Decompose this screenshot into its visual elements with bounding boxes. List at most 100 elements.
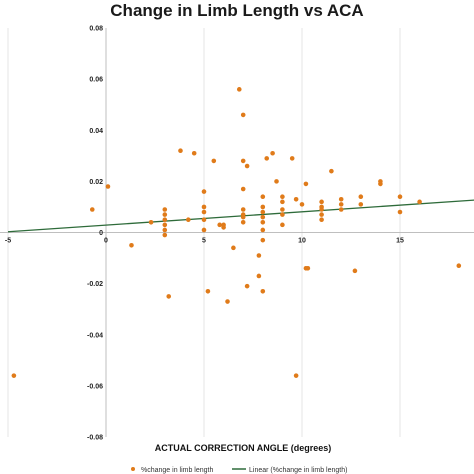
- data-point: [456, 263, 462, 269]
- data-point: [280, 199, 285, 205]
- trendline-group: [7, 199, 474, 233]
- data-point: [303, 265, 309, 271]
- data-point: [201, 227, 207, 233]
- data-point: [148, 219, 154, 225]
- data-point: [240, 207, 246, 212]
- y-tick-label: 0.04: [89, 128, 103, 135]
- data-point: [236, 87, 242, 92]
- legend-label-trendline: Linear (%change in limb length): [249, 467, 347, 474]
- data-point: [280, 222, 285, 228]
- data-point: [178, 148, 183, 153]
- data-point: [378, 181, 383, 187]
- data-point: [162, 227, 168, 233]
- data-point: [240, 219, 246, 225]
- data-point: [280, 194, 285, 200]
- data-point: [329, 168, 334, 174]
- data-point: [166, 294, 172, 299]
- data-point: [260, 227, 266, 233]
- data-point: [217, 222, 222, 228]
- data-point: [319, 212, 324, 217]
- data-point: [244, 163, 250, 169]
- x-axis-label: ACTUAL CORRECTION ANGLE (degrees): [155, 443, 332, 453]
- y-tick-label: -0.04: [87, 332, 103, 339]
- y-tick-label: -0.06: [87, 383, 103, 390]
- y-tick-label: 0.06: [89, 77, 103, 84]
- data-point: [240, 186, 246, 192]
- data-point: [289, 156, 295, 161]
- axes: [0, 28, 474, 437]
- data-point: [240, 112, 246, 118]
- data-point: [352, 268, 358, 274]
- data-point: [319, 217, 324, 223]
- x-tick-label: -5: [5, 238, 11, 245]
- data-point: [221, 225, 226, 230]
- data-point: [338, 196, 344, 202]
- data-point: [303, 181, 309, 187]
- data-point: [280, 207, 285, 212]
- data-point: [260, 288, 266, 294]
- legend-label-scatter: %change in limb length: [141, 467, 213, 474]
- chart-title: Change in Limb Length vs ACA: [110, 1, 363, 20]
- x-tick-label: 5: [202, 238, 206, 245]
- x-tick-label: 15: [396, 238, 404, 245]
- data-point: [11, 373, 17, 378]
- y-tick-label: 0.02: [89, 179, 103, 186]
- data-point: [358, 194, 364, 200]
- data-point: [319, 207, 324, 212]
- data-point: [186, 217, 191, 223]
- data-point: [191, 150, 197, 156]
- data-point: [201, 189, 207, 194]
- y-tick-label: -0.08: [87, 435, 103, 442]
- data-point: [244, 283, 250, 289]
- scatter-points: [11, 87, 462, 378]
- data-point: [89, 207, 95, 212]
- data-point: [162, 212, 168, 217]
- data-point: [270, 150, 275, 156]
- data-point: [280, 212, 285, 217]
- data-point: [260, 214, 266, 220]
- data-point: [397, 209, 403, 215]
- data-point: [201, 209, 207, 215]
- data-point: [338, 207, 344, 212]
- legend-marker-scatter: [131, 467, 135, 471]
- data-point: [293, 373, 299, 378]
- data-point: [260, 204, 266, 210]
- data-point: [256, 253, 262, 258]
- x-tick-label: 0: [104, 238, 108, 245]
- trendline: [7, 199, 474, 233]
- data-point: [274, 179, 279, 184]
- data-point: [358, 202, 364, 207]
- data-point: [256, 273, 262, 279]
- data-point: [260, 209, 266, 215]
- data-point: [211, 158, 217, 164]
- data-point: [240, 214, 246, 220]
- y-tick-label: 0.08: [89, 26, 103, 33]
- data-point: [201, 217, 207, 223]
- data-point: [129, 242, 134, 248]
- data-point: [105, 184, 111, 189]
- data-point: [260, 194, 266, 200]
- data-point: [293, 196, 299, 202]
- data-point: [201, 204, 207, 210]
- y-tick-label: -0.02: [87, 281, 103, 288]
- data-point: [417, 199, 422, 205]
- data-point: [260, 219, 266, 225]
- data-point: [225, 299, 230, 304]
- tick-labels: 0.08 0.06 0.04 0.02 0 -0.02 -0.04 -0.06 -0.08 -5 0…: [5, 26, 404, 442]
- data-point: [338, 202, 344, 207]
- data-point: [240, 158, 246, 164]
- y-tick-label: 0: [99, 230, 103, 237]
- data-point: [162, 222, 168, 228]
- data-point: [162, 217, 168, 223]
- data-point: [231, 245, 236, 251]
- data-point: [162, 207, 168, 212]
- data-point: [299, 202, 305, 207]
- x-tick-label: 10: [298, 238, 306, 245]
- data-point: [205, 288, 211, 294]
- data-point: [260, 237, 266, 243]
- data-point: [397, 194, 403, 200]
- legend: %change in limb length Linear (%change i…: [131, 467, 347, 474]
- data-point: [264, 156, 270, 161]
- data-point: [319, 199, 324, 205]
